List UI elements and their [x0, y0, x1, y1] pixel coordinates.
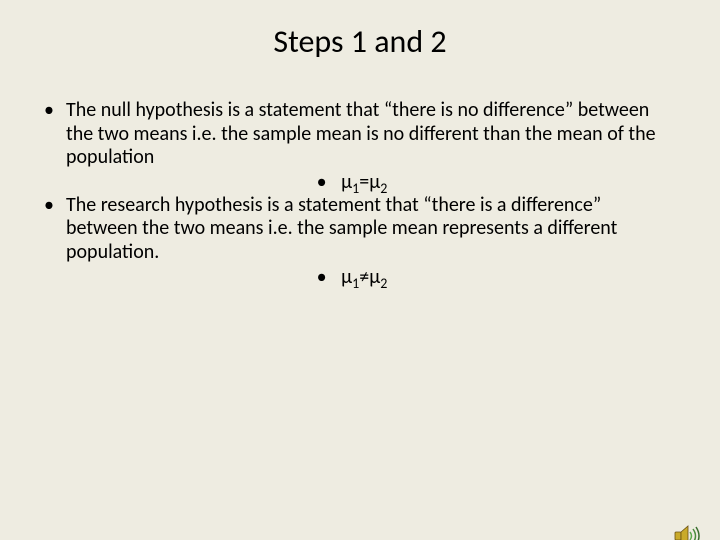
mu-symbol: μ [341, 170, 352, 194]
bullet-list: The null hypothesis is a statement that … [38, 99, 666, 289]
mu-symbol: μ [341, 265, 352, 289]
operator: ≠ [359, 265, 369, 289]
list-item: The null hypothesis is a statement that … [38, 99, 666, 194]
slide: Steps 1 and 2 The null hypothesis is a s… [0, 22, 720, 540]
sound-wave [693, 529, 696, 540]
formula: μ1=μ2 [341, 170, 387, 194]
sub-bullet: • μ1=μ2 [66, 170, 666, 194]
operator: = [359, 170, 369, 194]
list-item: The research hypothesis is a statement t… [38, 194, 666, 289]
bullet-marker: • [317, 170, 327, 194]
speaker-icon [674, 524, 702, 540]
sound-wave [696, 527, 699, 540]
subscript: 2 [380, 275, 387, 292]
slide-content: The null hypothesis is a statement that … [0, 99, 720, 289]
bullet-text: The research hypothesis is a statement t… [66, 193, 617, 264]
sound-wave [690, 532, 692, 540]
speaker-box [675, 532, 681, 540]
sub-bullet: • μ1≠μ2 [66, 265, 666, 289]
formula: μ1≠μ2 [341, 265, 387, 289]
mu-symbol: μ [369, 265, 380, 289]
bullet-marker: • [317, 265, 327, 289]
bullet-text: The null hypothesis is a statement that … [66, 98, 656, 169]
speaker-cone [681, 526, 688, 540]
mu-symbol: μ [369, 170, 380, 194]
slide-title: Steps 1 and 2 [0, 22, 720, 61]
